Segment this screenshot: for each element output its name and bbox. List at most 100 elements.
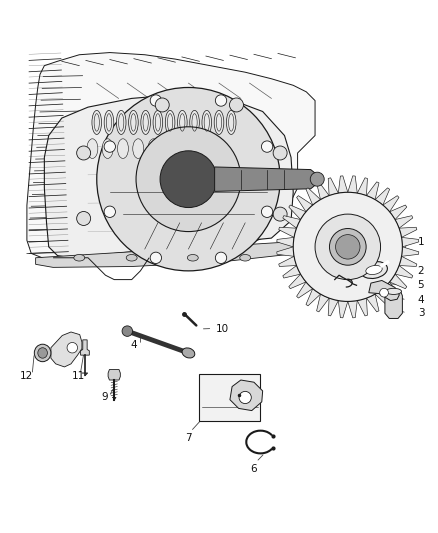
Polygon shape xyxy=(375,289,390,306)
Ellipse shape xyxy=(163,139,174,158)
Polygon shape xyxy=(385,292,403,318)
Ellipse shape xyxy=(182,348,195,358)
Polygon shape xyxy=(375,188,390,205)
Circle shape xyxy=(230,98,244,112)
Circle shape xyxy=(273,146,287,160)
Ellipse shape xyxy=(226,110,236,134)
Ellipse shape xyxy=(179,139,190,158)
Circle shape xyxy=(215,95,227,106)
Circle shape xyxy=(77,212,91,225)
Ellipse shape xyxy=(141,110,150,134)
Polygon shape xyxy=(283,265,300,278)
Polygon shape xyxy=(279,256,297,266)
Polygon shape xyxy=(35,240,315,268)
Ellipse shape xyxy=(92,110,102,134)
Ellipse shape xyxy=(74,254,85,261)
Polygon shape xyxy=(395,216,413,228)
Ellipse shape xyxy=(240,254,251,261)
Ellipse shape xyxy=(126,254,137,261)
Text: 12: 12 xyxy=(20,370,34,381)
Text: 1: 1 xyxy=(418,238,424,247)
Polygon shape xyxy=(297,196,313,212)
Polygon shape xyxy=(390,205,407,220)
Polygon shape xyxy=(390,274,407,289)
Ellipse shape xyxy=(194,139,205,158)
Polygon shape xyxy=(277,237,294,247)
Ellipse shape xyxy=(177,110,187,134)
Polygon shape xyxy=(383,282,399,298)
Circle shape xyxy=(215,252,227,263)
Ellipse shape xyxy=(366,265,382,274)
Polygon shape xyxy=(297,282,313,298)
Circle shape xyxy=(273,207,287,221)
Circle shape xyxy=(293,192,403,302)
Circle shape xyxy=(261,141,273,152)
Ellipse shape xyxy=(148,139,159,158)
Text: 3: 3 xyxy=(418,308,424,318)
Circle shape xyxy=(380,288,389,297)
Circle shape xyxy=(155,98,169,112)
Polygon shape xyxy=(348,301,357,318)
Ellipse shape xyxy=(202,110,212,134)
Circle shape xyxy=(336,235,360,259)
Polygon shape xyxy=(277,247,294,256)
Ellipse shape xyxy=(117,139,128,158)
Circle shape xyxy=(315,214,381,280)
Ellipse shape xyxy=(129,110,138,134)
Polygon shape xyxy=(317,182,329,199)
Polygon shape xyxy=(383,196,399,212)
Polygon shape xyxy=(306,289,321,306)
Ellipse shape xyxy=(165,110,175,134)
Ellipse shape xyxy=(87,139,98,158)
Circle shape xyxy=(150,252,162,263)
Polygon shape xyxy=(317,294,329,312)
Circle shape xyxy=(67,343,78,353)
Polygon shape xyxy=(357,298,367,316)
Circle shape xyxy=(97,87,280,271)
Polygon shape xyxy=(338,176,348,193)
Polygon shape xyxy=(306,188,321,205)
Ellipse shape xyxy=(102,139,113,158)
Polygon shape xyxy=(108,369,120,380)
Circle shape xyxy=(239,391,251,403)
Text: 11: 11 xyxy=(72,370,85,381)
Polygon shape xyxy=(27,53,315,260)
Polygon shape xyxy=(215,167,317,191)
Polygon shape xyxy=(289,274,306,289)
Text: 2: 2 xyxy=(418,266,424,276)
Polygon shape xyxy=(399,256,417,266)
Polygon shape xyxy=(357,178,367,196)
Ellipse shape xyxy=(153,110,162,134)
Text: 4: 4 xyxy=(418,295,424,305)
Ellipse shape xyxy=(133,139,144,158)
Polygon shape xyxy=(402,237,419,247)
Bar xyxy=(199,374,261,422)
Ellipse shape xyxy=(214,110,224,134)
Polygon shape xyxy=(81,340,89,355)
Text: 9: 9 xyxy=(101,392,108,402)
Circle shape xyxy=(104,206,116,217)
Polygon shape xyxy=(279,227,297,237)
Circle shape xyxy=(310,172,324,186)
Circle shape xyxy=(136,127,241,231)
Text: 7: 7 xyxy=(185,433,192,443)
Ellipse shape xyxy=(34,344,51,362)
Text: 8: 8 xyxy=(223,399,230,409)
Circle shape xyxy=(150,95,162,106)
Polygon shape xyxy=(44,94,293,258)
Circle shape xyxy=(160,151,217,207)
Ellipse shape xyxy=(38,348,47,358)
Circle shape xyxy=(104,141,116,152)
Circle shape xyxy=(77,146,91,160)
Text: 6: 6 xyxy=(251,464,257,474)
Ellipse shape xyxy=(360,262,387,279)
Ellipse shape xyxy=(117,110,126,134)
Polygon shape xyxy=(283,216,300,228)
Polygon shape xyxy=(338,301,348,318)
Ellipse shape xyxy=(187,254,198,261)
Text: 10: 10 xyxy=(215,325,229,334)
Polygon shape xyxy=(399,227,417,237)
Text: 4: 4 xyxy=(130,340,137,350)
Polygon shape xyxy=(348,176,357,193)
Polygon shape xyxy=(402,247,419,256)
